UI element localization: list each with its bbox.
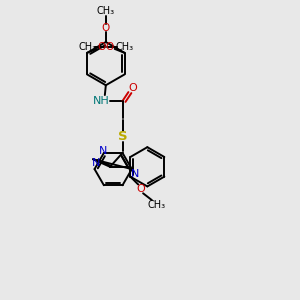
Text: CH₃: CH₃ [78, 42, 96, 52]
Text: CH₃: CH₃ [97, 6, 115, 16]
Text: CH₃: CH₃ [116, 42, 134, 52]
Text: NH: NH [93, 96, 109, 106]
Text: N: N [130, 169, 139, 179]
Text: O: O [128, 83, 137, 93]
Text: O: O [137, 184, 146, 194]
Text: N: N [92, 158, 100, 168]
Text: N: N [99, 146, 107, 156]
Text: O: O [106, 42, 114, 52]
Text: S: S [118, 130, 127, 143]
Text: CH₃: CH₃ [148, 200, 166, 210]
Text: O: O [102, 23, 110, 33]
Text: O: O [98, 42, 106, 52]
